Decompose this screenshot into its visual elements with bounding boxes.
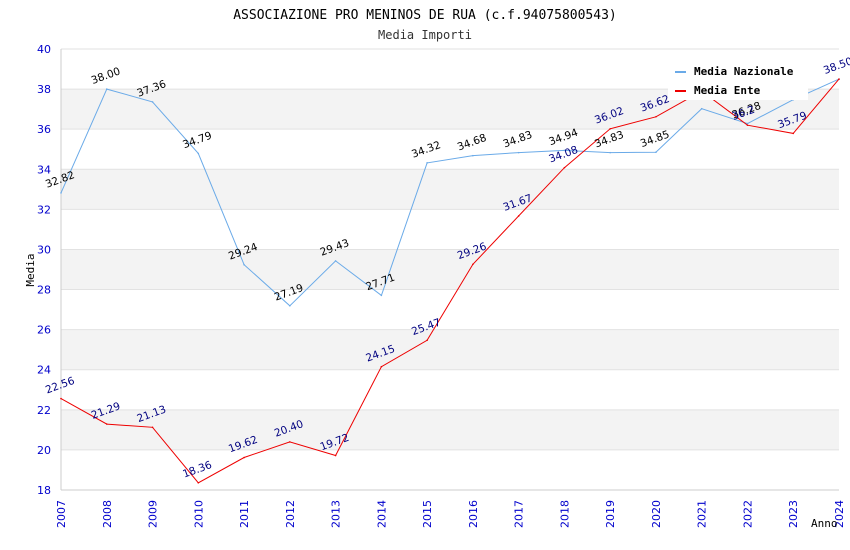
x-tick-label: 2016	[467, 500, 480, 528]
data-label: 38.00	[90, 65, 122, 87]
y-tick-label: 40	[37, 43, 51, 56]
data-point	[517, 215, 520, 217]
x-tick-label: 2013	[330, 500, 343, 528]
data-point	[700, 107, 703, 110]
data-point	[746, 122, 749, 125]
x-tick-label: 2024	[833, 500, 846, 528]
chart-title: ASSOCIAZIONE PRO MENINOS DE RUA (c.f.940…	[233, 8, 617, 23]
legend-label-media-nazionale: Media Nazionale	[694, 65, 794, 78]
x-tick-label: 2015	[421, 500, 434, 528]
chart-subtitle: Media Importi	[378, 28, 472, 42]
x-tick-labels: 2007 2008 2009 2010 2011 2012 2013 2014 2015 2016…	[55, 500, 846, 528]
y-axis-title: Media	[24, 253, 37, 286]
data-label: 22.56	[44, 375, 77, 397]
x-tick-label: 2019	[604, 500, 617, 528]
x-axis-title: Anno	[811, 517, 838, 530]
data-point	[380, 365, 383, 368]
y-tick-label: 36	[37, 123, 51, 136]
data-point	[60, 192, 62, 194]
x-tick-label: 2021	[696, 500, 709, 528]
data-point	[105, 423, 108, 425]
legend-label-media-ente: Media Ente	[694, 84, 761, 97]
grid-bands	[61, 89, 839, 450]
data-point	[380, 294, 383, 297]
data-label: 34.79	[181, 130, 213, 152]
data-point	[289, 304, 291, 307]
grid-band	[61, 329, 839, 370]
data-label: 34.85	[639, 128, 671, 150]
y-tick-label: 20	[37, 444, 51, 457]
data-point	[334, 260, 337, 262]
y-tick-label: 30	[37, 243, 51, 256]
data-point	[243, 263, 245, 266]
data-point	[151, 426, 154, 429]
series-line-media-nazionale	[60, 78, 840, 307]
data-point	[426, 162, 428, 164]
y-tick-label: 18	[37, 484, 51, 497]
data-label: 34.83	[502, 129, 534, 151]
y-tick-label: 38	[37, 83, 51, 96]
data-point	[746, 124, 749, 126]
data-label: 34.68	[456, 132, 488, 154]
data-point	[105, 88, 108, 90]
x-tick-label: 2018	[558, 500, 571, 528]
data-label: 38.50	[822, 55, 850, 77]
data-point	[60, 397, 62, 400]
data-point	[426, 339, 428, 342]
x-tick-label: 2008	[101, 500, 114, 528]
y-tick-label: 28	[37, 284, 51, 297]
data-point	[472, 154, 474, 157]
data-label: 34.83	[593, 129, 625, 151]
legend: Media Nazionale Media Ente	[668, 60, 808, 100]
data-point	[517, 151, 520, 154]
grid-band	[61, 409, 839, 450]
data-point	[838, 78, 840, 80]
data-point	[609, 151, 611, 154]
y-tick-labels: 18 20 22 24 26 28 30 32 34 36 38 40	[37, 43, 51, 497]
x-tick-label: 2009	[147, 500, 160, 528]
x-tick-label: 2020	[650, 500, 663, 528]
y-tick-label: 22	[37, 404, 51, 417]
grid-band	[61, 249, 839, 290]
data-point	[197, 481, 200, 484]
legend-background	[668, 60, 808, 100]
data-point	[563, 166, 566, 169]
data-label: 34.32	[410, 139, 442, 161]
data-point	[243, 456, 245, 459]
y-tick-label: 26	[37, 324, 51, 337]
data-point	[289, 441, 291, 443]
x-tick-label: 2011	[238, 500, 251, 528]
x-tick-label: 2022	[741, 500, 754, 528]
data-point	[472, 263, 474, 266]
x-tick-label: 2023	[787, 500, 800, 528]
x-tick-label: 2017	[513, 500, 526, 528]
x-tick-label: 2014	[375, 500, 388, 528]
data-point	[655, 115, 657, 118]
data-point	[151, 101, 154, 103]
data-point	[563, 149, 566, 152]
x-tick-label: 2007	[55, 500, 68, 528]
data-point	[655, 151, 657, 154]
data-point	[609, 127, 611, 130]
y-tick-label: 24	[37, 364, 51, 377]
data-point	[792, 132, 795, 135]
data-point	[197, 152, 200, 155]
y-tick-label: 32	[37, 203, 51, 216]
grid-band	[61, 169, 839, 210]
x-tick-label: 2010	[192, 500, 205, 528]
data-point	[334, 454, 337, 457]
y-tick-label: 34	[37, 163, 51, 176]
x-tick-label: 2012	[284, 500, 297, 528]
